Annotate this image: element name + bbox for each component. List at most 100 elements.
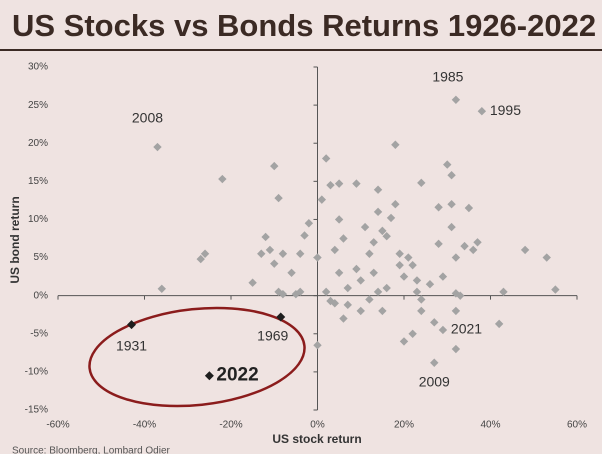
point [326, 180, 335, 190]
point [157, 284, 166, 294]
point [542, 253, 551, 262]
point [520, 245, 530, 255]
point [360, 222, 370, 232]
source-note: Source: Bloomberg, Lombard Odier [12, 446, 171, 454]
point [274, 193, 283, 203]
point [451, 253, 461, 262]
y-tick-label: 5% [34, 252, 49, 263]
point [343, 283, 352, 293]
annotation: 1969 [257, 328, 288, 344]
point [386, 213, 396, 223]
point [317, 195, 327, 204]
point [408, 260, 417, 270]
point [334, 215, 344, 224]
point [399, 272, 409, 281]
point [257, 249, 266, 258]
x-tick-label: -20% [219, 420, 242, 431]
x-tick-label: 20% [394, 420, 414, 431]
point [551, 285, 560, 294]
point [356, 306, 365, 316]
point [443, 160, 452, 169]
point [321, 287, 331, 297]
point [248, 278, 257, 287]
x-tick-label: -60% [46, 420, 69, 431]
point [494, 319, 504, 329]
point [313, 341, 322, 350]
y-tick-label: -10% [25, 367, 48, 378]
point [334, 268, 344, 277]
point [321, 154, 331, 163]
point [356, 276, 365, 285]
point [430, 318, 439, 327]
point [417, 306, 426, 316]
point [265, 245, 275, 255]
point [313, 253, 322, 262]
y-tick-label: 10% [28, 214, 48, 225]
point [218, 174, 227, 184]
point [296, 249, 305, 258]
annotation: 1985 [432, 68, 463, 84]
y-tick-label: 25% [28, 100, 48, 111]
point [304, 219, 314, 228]
point [417, 178, 426, 188]
point [395, 260, 404, 270]
point [365, 295, 374, 304]
highlight-ellipse [88, 306, 306, 408]
point [451, 344, 461, 354]
point [451, 95, 461, 104]
x-tick-label: 0% [310, 420, 325, 431]
point [477, 107, 487, 116]
point [438, 325, 448, 335]
y-tick-label: 15% [28, 176, 48, 187]
point [330, 245, 339, 255]
chart-title: US Stocks vs Bonds Returns 1926-2022 [12, 8, 596, 43]
point [382, 232, 391, 241]
annotation: 2009 [419, 373, 450, 389]
point [382, 283, 391, 293]
point [447, 171, 456, 180]
point [276, 312, 286, 322]
point [395, 249, 404, 258]
point [326, 296, 335, 306]
x-axis-label: US stock return [272, 432, 361, 446]
x-tick-label: 40% [480, 420, 500, 431]
point [378, 226, 387, 236]
point [200, 249, 210, 258]
point [473, 238, 482, 247]
annotation: 2008 [132, 110, 163, 126]
point [204, 371, 214, 381]
point [391, 140, 400, 149]
annotation: 2022 [216, 365, 258, 386]
y-tick-label: -5% [30, 328, 48, 339]
point [425, 280, 435, 289]
point [196, 254, 205, 264]
point [469, 245, 478, 255]
point [300, 231, 309, 240]
point [369, 238, 378, 247]
point [430, 358, 439, 367]
y-tick-label: 30% [28, 62, 48, 73]
point [408, 329, 417, 338]
point [373, 287, 383, 297]
y-tick-label: 0% [34, 290, 49, 301]
point [412, 276, 422, 285]
y-tick-label: -15% [25, 405, 48, 416]
point [373, 207, 383, 217]
point [369, 268, 378, 277]
point [287, 268, 296, 277]
annotation: 2021 [451, 321, 482, 337]
point [499, 287, 508, 297]
point [447, 200, 456, 209]
point [417, 295, 426, 304]
y-tick-label: 20% [28, 138, 48, 149]
point [391, 200, 400, 209]
point [339, 314, 348, 323]
point [352, 179, 361, 188]
point [447, 222, 456, 232]
point [339, 234, 348, 243]
point [460, 241, 469, 251]
annotation: 1995 [490, 102, 521, 118]
point [404, 253, 413, 262]
point [278, 249, 288, 258]
